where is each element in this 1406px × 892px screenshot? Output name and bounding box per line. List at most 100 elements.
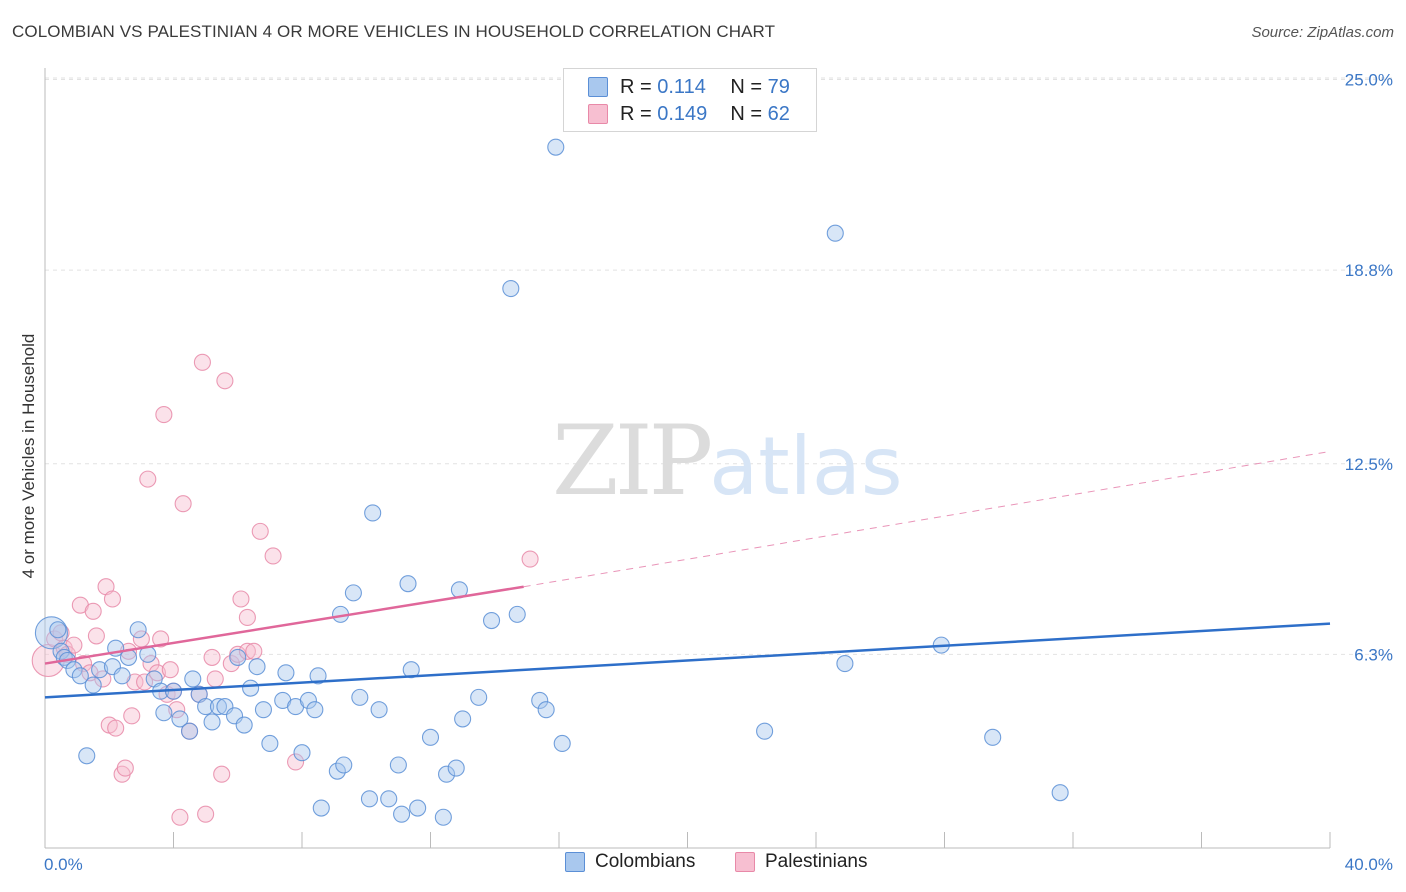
legend-n-value: 79 xyxy=(767,75,790,98)
colombian-point xyxy=(370,701,388,719)
colombian-point xyxy=(203,713,221,731)
colombian-point xyxy=(229,648,247,666)
colombian-point xyxy=(531,691,549,710)
colombian-point xyxy=(364,504,382,522)
palestinian-point xyxy=(232,590,250,608)
colombian-point xyxy=(421,728,440,746)
colombian-point xyxy=(129,621,147,639)
y-tick-label: 25.0% xyxy=(1345,71,1393,90)
y-tick-label: 6.3% xyxy=(1354,645,1393,664)
colombian-point xyxy=(197,698,215,716)
palestinian-point xyxy=(521,550,539,568)
colombian-point xyxy=(438,765,456,783)
palestinian-point xyxy=(107,719,125,737)
data-points xyxy=(31,138,1069,826)
colombian-point xyxy=(84,676,102,694)
palestinian-point xyxy=(123,707,141,725)
colombian-point xyxy=(360,790,379,808)
colombian-point xyxy=(171,710,189,728)
colombian-point xyxy=(389,756,407,774)
source-label: Source: ZipAtlas.com xyxy=(1251,24,1394,41)
colombian-point xyxy=(502,279,520,298)
colombian-point xyxy=(155,704,173,722)
colombian-point xyxy=(181,722,199,740)
palestinian-point xyxy=(87,627,105,645)
colombian-point xyxy=(508,605,526,623)
legend-row-colombians: R = 0.114 N = 79 xyxy=(588,75,790,99)
palestinian-point xyxy=(251,522,269,540)
colombian-point xyxy=(399,575,417,593)
palestinian-point xyxy=(245,642,263,660)
legend-r-label: R = xyxy=(620,102,652,125)
colombian-point xyxy=(293,744,311,762)
x-tick-label: 0.0% xyxy=(44,855,83,874)
colombian-point xyxy=(553,734,571,753)
legend-row-palestinians: R = 0.149 N = 62 xyxy=(588,102,790,126)
colombian-point xyxy=(248,658,266,676)
colombian-point xyxy=(65,661,83,679)
colombian-point xyxy=(836,655,854,673)
palestinian-point xyxy=(174,495,192,513)
palestinian-point xyxy=(94,670,112,688)
colombian-point xyxy=(537,701,555,719)
bottom-legend-label-colombians: Colombians xyxy=(595,851,696,872)
colombian-point xyxy=(91,661,109,679)
palestinian-point xyxy=(216,372,234,390)
palestinian-point xyxy=(152,630,170,648)
x-tick-label: 40.0% xyxy=(1345,855,1393,874)
palestinian-point xyxy=(136,673,154,691)
palestinian-point xyxy=(103,590,122,608)
colombian-point xyxy=(984,728,1002,746)
colombian-point xyxy=(261,734,279,753)
colombian-point xyxy=(380,790,398,808)
y-tick-label: 18.8% xyxy=(1345,261,1393,280)
watermark: ZIPatlas xyxy=(552,405,903,517)
watermark-zip: ZIP xyxy=(552,405,713,517)
palestinian-point xyxy=(155,406,173,424)
colombian-point xyxy=(49,621,67,639)
palestinian-point xyxy=(222,655,240,673)
palestinian-point xyxy=(213,765,231,783)
palestinian-point xyxy=(238,608,256,627)
colombian-point xyxy=(254,701,273,719)
colombian-point xyxy=(299,691,317,710)
colombian-point xyxy=(242,679,260,697)
colombian-point xyxy=(547,138,565,156)
trend-lines xyxy=(44,450,1331,699)
colombian-point xyxy=(351,688,369,706)
colombian-point xyxy=(184,670,202,688)
colombian-point xyxy=(306,701,324,719)
colombian-point xyxy=(312,799,330,817)
colombian-point xyxy=(393,805,411,823)
legend-r-value: 0.114 xyxy=(657,75,706,98)
palestinian-point xyxy=(238,642,256,660)
colombian-point xyxy=(328,762,346,780)
palestinian-point xyxy=(193,353,211,371)
colombian-point xyxy=(209,698,228,716)
colombian-point xyxy=(454,710,472,728)
palestinian-point xyxy=(197,805,215,823)
palestinians-trend-extension xyxy=(523,450,1331,588)
legend-r-value: 0.149 xyxy=(657,102,708,125)
colombian-point xyxy=(470,688,488,706)
bottom-legend-swatch-colombians xyxy=(565,852,585,872)
colombian-point xyxy=(447,759,465,777)
palestinian-point xyxy=(168,701,186,719)
palestinian-point xyxy=(84,602,102,620)
bottom-legend-colombians: Colombians xyxy=(565,851,695,873)
palestinians-trend-line xyxy=(44,585,524,665)
colombian-point xyxy=(71,667,89,685)
legend-swatch-colombians xyxy=(588,77,608,97)
colombian-point xyxy=(409,799,427,817)
colombian-point xyxy=(235,716,253,734)
legend: R = 0.114 N = 79 R = 0.149 N = 62 xyxy=(563,68,817,132)
bottom-legend-label-palestinians: Palestinians xyxy=(765,851,868,872)
legend-n-label: N = xyxy=(730,102,763,125)
palestinian-point xyxy=(116,759,134,777)
y-axis-label-group: 4 or more Vehicles in Household xyxy=(19,334,38,579)
colombian-point xyxy=(277,664,295,682)
colombian-point xyxy=(434,808,452,826)
chart-title: COLOMBIAN VS PALESTINIAN 4 OR MORE VEHIC… xyxy=(12,22,776,41)
y-axis-label: 4 or more Vehicles in Household xyxy=(19,334,38,579)
